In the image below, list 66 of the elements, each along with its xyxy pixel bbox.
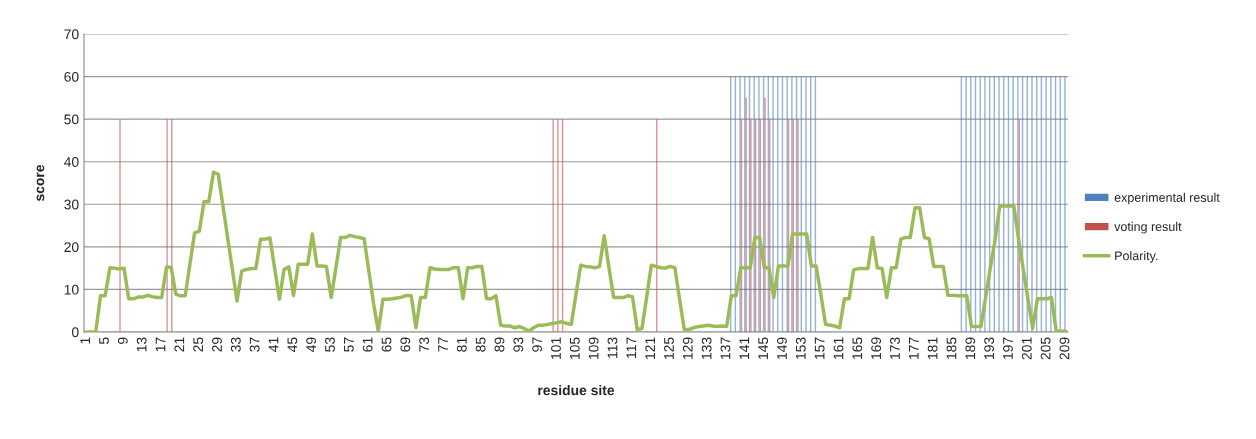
x-axis-title: residue site bbox=[538, 385, 615, 396]
x-tick-label: 125 bbox=[664, 337, 674, 359]
x-tick-label: 41 bbox=[268, 337, 279, 352]
x-tick-label: 161 bbox=[833, 337, 844, 359]
x-tick-label: 177 bbox=[909, 337, 919, 359]
x-tick-label: 13 bbox=[136, 337, 147, 352]
x-tick-label: 197 bbox=[1003, 337, 1013, 359]
x-tick-label: 81 bbox=[456, 337, 467, 352]
x-tick-label: 93 bbox=[513, 337, 524, 352]
x-tick-label: 73 bbox=[419, 337, 430, 352]
x-tick-label: 121 bbox=[645, 337, 655, 359]
x-tick-label: 153 bbox=[795, 337, 806, 359]
x-tick-label: 189 bbox=[965, 337, 976, 359]
legend-label: voting result bbox=[1114, 221, 1182, 234]
y-tick-label: 10 bbox=[64, 284, 79, 295]
x-tick-label: 129 bbox=[682, 337, 693, 359]
x-tick-label: 77 bbox=[438, 337, 448, 352]
x-tick-label: 181 bbox=[927, 337, 938, 359]
x-tick-label: 145 bbox=[758, 337, 769, 359]
x-tick-label: 141 bbox=[739, 337, 750, 359]
x-tick-label: 201 bbox=[1021, 337, 1032, 360]
x-tick-label: 157 bbox=[814, 337, 825, 359]
x-tick-label: 101 bbox=[551, 337, 561, 359]
x-tick-label: 5 bbox=[99, 337, 109, 345]
y-axis-title: score bbox=[36, 164, 45, 202]
y-tick-label: 30 bbox=[64, 199, 79, 210]
x-tick-label: 1 bbox=[80, 337, 90, 344]
x-tick-label: 53 bbox=[325, 337, 335, 352]
x-tick-label: 205 bbox=[1040, 337, 1051, 360]
x-tick-label: 137 bbox=[720, 337, 731, 359]
x-tick-label: 185 bbox=[946, 337, 957, 359]
legend-label: experimental result bbox=[1114, 192, 1220, 205]
legend-label: Polarity. bbox=[1115, 251, 1158, 263]
x-tick-label: 65 bbox=[381, 337, 392, 352]
x-tick-label: 17 bbox=[155, 337, 166, 352]
x-tick-label: 149 bbox=[777, 337, 787, 359]
x-tick-label: 133 bbox=[701, 337, 712, 359]
x-tick-label: 193 bbox=[984, 337, 995, 359]
x-tick-label: 29 bbox=[212, 337, 222, 352]
y-tick-label: 60 bbox=[64, 71, 79, 82]
y-tick-label: 20 bbox=[64, 242, 79, 253]
x-tick-label: 57 bbox=[344, 337, 354, 352]
y-tick-label: 70 bbox=[64, 29, 79, 40]
x-tick-label: 105 bbox=[569, 337, 580, 359]
x-tick-label: 45 bbox=[287, 337, 298, 352]
x-tick-label: 61 bbox=[362, 337, 373, 352]
x-tick-label: 21 bbox=[174, 337, 185, 352]
x-tick-label: 209 bbox=[1059, 337, 1070, 360]
y-tick-label: 0 bbox=[71, 327, 79, 338]
x-tick-label: 69 bbox=[400, 337, 411, 352]
x-tick-label: 113 bbox=[607, 337, 618, 358]
x-tick-label: 89 bbox=[494, 337, 505, 352]
x-tick-label: 173 bbox=[890, 337, 900, 359]
x-tick-label: 109 bbox=[588, 337, 599, 359]
x-tick-label: 85 bbox=[475, 337, 486, 352]
x-tick-label: 9 bbox=[117, 337, 128, 344]
x-tick-label: 117 bbox=[626, 337, 637, 358]
x-tick-label: 169 bbox=[871, 337, 882, 359]
y-tick-label: 50 bbox=[64, 114, 79, 125]
x-tick-label: 97 bbox=[532, 337, 543, 352]
x-tick-label: 25 bbox=[193, 337, 204, 352]
y-tick-label: 40 bbox=[64, 157, 79, 167]
x-tick-label: 49 bbox=[306, 337, 317, 352]
x-tick-label: 33 bbox=[230, 337, 241, 352]
x-tick-label: 37 bbox=[249, 337, 260, 352]
x-tick-label: 165 bbox=[852, 337, 863, 359]
